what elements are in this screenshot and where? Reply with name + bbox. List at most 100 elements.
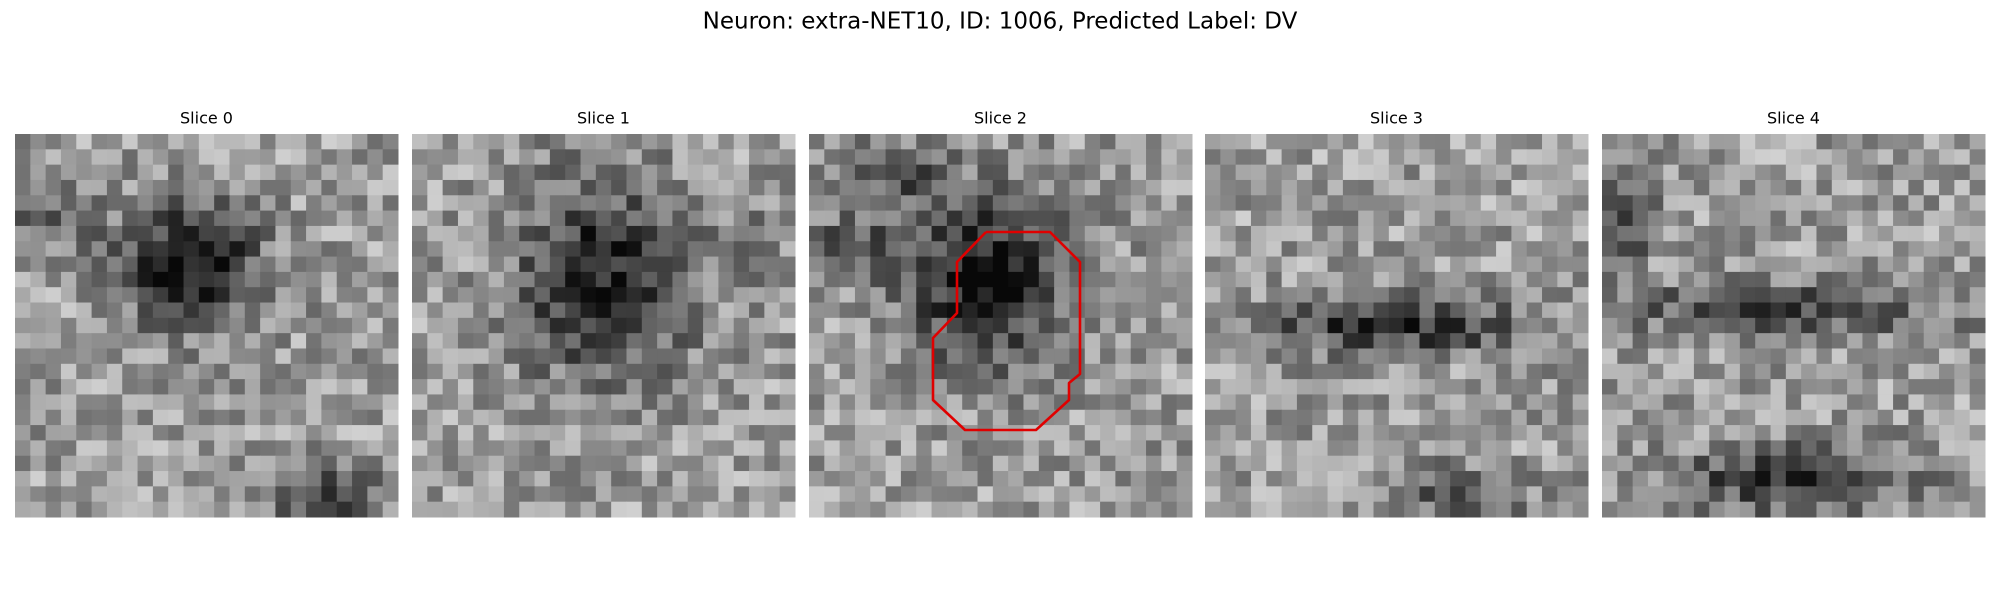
- pixel: [137, 348, 154, 365]
- pixel: [977, 379, 994, 395]
- pixel: [1632, 225, 1649, 242]
- pixel: [1632, 486, 1649, 503]
- pixel: [1969, 256, 1986, 273]
- pixel: [1877, 394, 1894, 411]
- pixel: [1954, 317, 1971, 334]
- pixel: [1404, 225, 1420, 242]
- pixel: [1847, 241, 1863, 258]
- pixel: [1739, 471, 1756, 487]
- pixel: [30, 149, 47, 166]
- pixel: [1739, 317, 1756, 334]
- pixel: [1146, 271, 1162, 288]
- pixel: [1069, 210, 1086, 227]
- pixel: [1785, 455, 1802, 472]
- pixel: [1069, 501, 1086, 518]
- pixel: [336, 455, 353, 472]
- pixel: [611, 210, 627, 227]
- pixel: [1572, 333, 1589, 349]
- pixel: [1647, 348, 1664, 365]
- pixel: [1678, 455, 1695, 472]
- pixel: [733, 287, 750, 304]
- pixel: [1054, 394, 1070, 411]
- pixel: [457, 134, 474, 150]
- pixel: [1008, 302, 1024, 319]
- pixel: [1770, 409, 1787, 426]
- pixel: [1266, 348, 1283, 365]
- pixel: [122, 164, 139, 181]
- pixel: [1862, 287, 1879, 304]
- pixel: [1617, 302, 1634, 319]
- pixel: [1557, 471, 1574, 487]
- pixel: [626, 210, 643, 227]
- pixel: [412, 317, 428, 334]
- pixel: [290, 425, 307, 441]
- pixel: [352, 302, 368, 319]
- pixel: [1100, 471, 1116, 487]
- pixel: [1084, 225, 1101, 242]
- pixel: [885, 241, 902, 258]
- pixel: [1281, 409, 1298, 426]
- pixel: [900, 455, 917, 472]
- pixel: [1739, 394, 1756, 411]
- pixel: [122, 440, 139, 457]
- pixel: [1969, 225, 1986, 242]
- pixel: [1647, 394, 1664, 411]
- pixel: [626, 179, 643, 196]
- pixel: [1770, 394, 1787, 411]
- pixel: [549, 363, 566, 380]
- pixel: [412, 179, 428, 196]
- pixel: [122, 409, 139, 426]
- pixel: [565, 317, 582, 334]
- pixel: [1054, 195, 1070, 212]
- pixel: [1235, 379, 1252, 395]
- pixel: [1969, 409, 1986, 426]
- pixel: [352, 501, 368, 518]
- pixel: [1954, 333, 1971, 349]
- pixel: [1419, 394, 1436, 411]
- pixel: [1770, 440, 1787, 457]
- pixel: [352, 134, 368, 150]
- pixel: [992, 379, 1009, 395]
- pixel: [1816, 317, 1833, 334]
- pixel: [1617, 271, 1634, 288]
- pixel: [1785, 440, 1802, 457]
- pixel: [290, 195, 307, 212]
- pixel: [839, 210, 856, 227]
- pixel: [1419, 409, 1436, 426]
- pixel: [306, 425, 322, 441]
- pixel: [1801, 425, 1817, 441]
- pixel: [137, 256, 154, 273]
- pixel: [1176, 348, 1193, 365]
- pixel: [183, 287, 200, 304]
- pixel: [1465, 256, 1482, 273]
- pixel: [1008, 501, 1024, 518]
- pixel: [1893, 425, 1909, 441]
- pixel: [15, 210, 31, 227]
- pixel: [1342, 241, 1359, 258]
- pixel: [1100, 164, 1116, 181]
- pixel: [137, 455, 154, 472]
- pixel: [352, 195, 368, 212]
- pixel: [1557, 271, 1574, 288]
- pixel: [382, 440, 399, 457]
- pixel: [779, 210, 796, 227]
- pixel: [1373, 363, 1390, 380]
- pixel: [76, 149, 93, 166]
- pixel: [152, 149, 169, 166]
- pixel: [1084, 471, 1101, 487]
- pixel: [442, 210, 459, 227]
- pixel: [885, 348, 902, 365]
- pixel: [1266, 409, 1283, 426]
- pixel: [229, 225, 246, 242]
- pixel: [1388, 348, 1405, 365]
- pixel: [657, 134, 673, 150]
- pixel: [1235, 471, 1252, 487]
- pixel: [1893, 195, 1909, 212]
- pixel: [352, 179, 368, 196]
- pixel: [503, 241, 520, 258]
- pixel: [946, 394, 963, 411]
- pixel: [275, 471, 292, 487]
- pixel: [1693, 501, 1710, 518]
- pixel: [503, 333, 520, 349]
- pixel: [824, 164, 841, 181]
